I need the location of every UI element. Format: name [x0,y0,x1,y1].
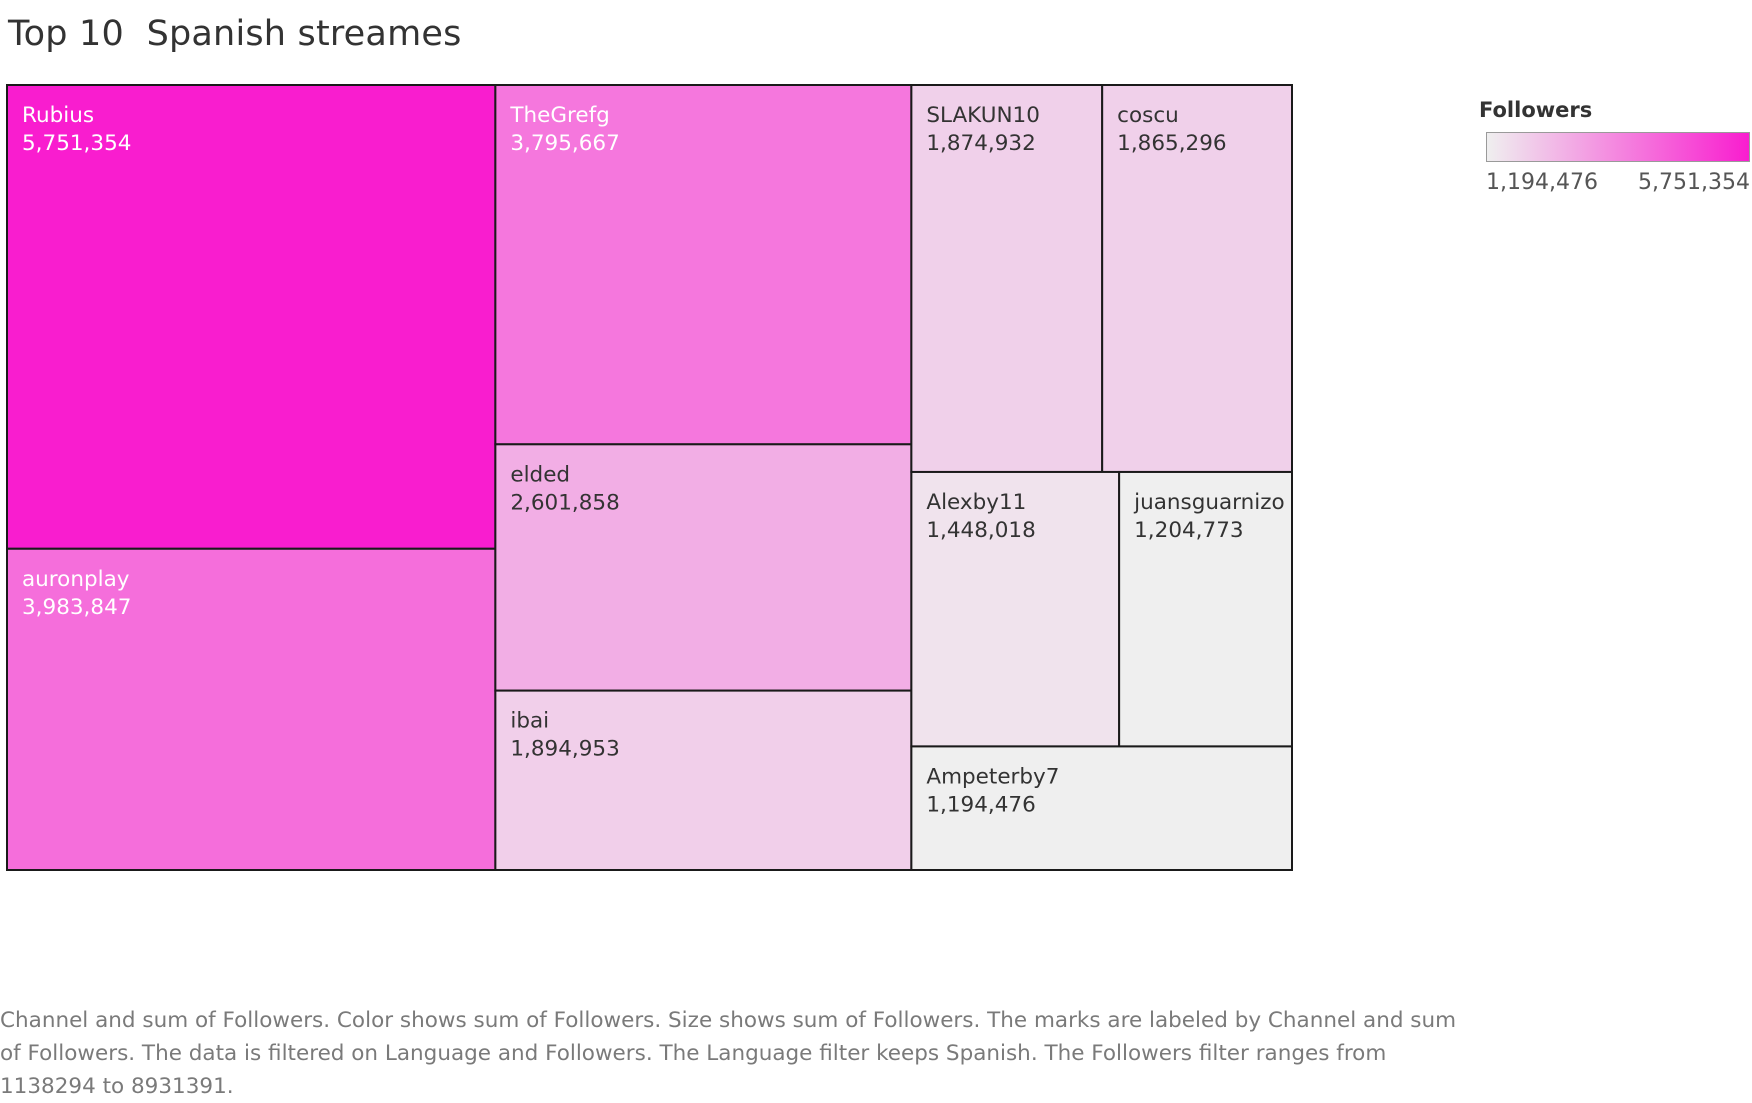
legend-min-label: 1,194,476 [1486,170,1598,195]
cell-followers-label: 1,448,018 [926,518,1035,543]
cell-followers-label: 1,894,953 [510,737,619,762]
treemap-rect[interactable] [910,84,1104,473]
cell-followers-label: 1,874,932 [926,131,1035,156]
cell-followers-label: 1,204,773 [1134,518,1243,543]
treemap-rect[interactable] [910,745,1294,871]
treemap-cell-coscu[interactable]: coscu 1,865,296 [1101,84,1294,473]
treemap-cell-rubius[interactable]: Rubius 5,751,354 [6,84,497,550]
cell-channel-label: Rubius [22,103,94,128]
cell-channel-label: SLAKUN10 [926,103,1040,128]
cell-channel-label: auronplay [22,567,130,592]
cell-channel-label: coscu [1117,103,1179,128]
treemap-rect[interactable] [6,84,497,550]
cell-channel-label: TheGrefg [509,103,609,128]
treemap-rect[interactable] [1118,470,1293,748]
cell-followers-label: 2,601,858 [510,490,619,515]
cell-followers-label: 1,194,476 [926,792,1035,817]
cell-channel-label: Ampeterby7 [926,764,1059,789]
treemap-cell-ampeterby7[interactable]: Ampeterby7 1,194,476 [910,745,1294,871]
cell-channel-label: elded [510,462,570,487]
cell-followers-label: 5,751,354 [22,131,131,156]
chart-caption: Channel and sum of Followers. Color show… [0,1008,1457,1099]
treemap-cell-ibai[interactable]: ibai 1,894,953 [494,689,913,871]
treemap-rect[interactable] [494,443,913,692]
legend-max-label: 5,751,354 [1638,170,1750,195]
legend-color-ramp [1486,132,1750,162]
treemap-rect[interactable] [494,689,913,871]
treemap-cell-slakun10[interactable]: SLAKUN10 1,874,932 [910,84,1104,473]
treemap-cell-juansguarnizo[interactable]: juansguarnizo 1,204,773 [1118,470,1293,748]
treemap-rect[interactable] [494,84,913,446]
cell-followers-label: 3,983,847 [22,595,131,620]
legend-title: Followers [1479,98,1593,122]
treemap-rect[interactable] [6,547,497,871]
treemap-cell-alexby11[interactable]: Alexby11 1,448,018 [910,470,1121,748]
cell-channel-label: Alexby11 [926,490,1026,515]
treemap-cell-elded[interactable]: elded 2,601,858 [494,443,913,692]
cell-channel-label: juansguarnizo [1133,490,1285,515]
cell-followers-label: 1,865,296 [1117,131,1226,156]
treemap-rect[interactable] [910,470,1121,748]
treemap-cell-auronplay[interactable]: auronplay 3,983,847 [6,547,497,871]
cell-followers-label: 3,795,667 [510,131,619,156]
treemap-cell-thegrefg[interactable]: TheGrefg 3,795,667 [494,84,913,446]
chart-title: Top 10 Spanish streames [8,14,462,54]
cell-channel-label: ibai [510,709,549,734]
